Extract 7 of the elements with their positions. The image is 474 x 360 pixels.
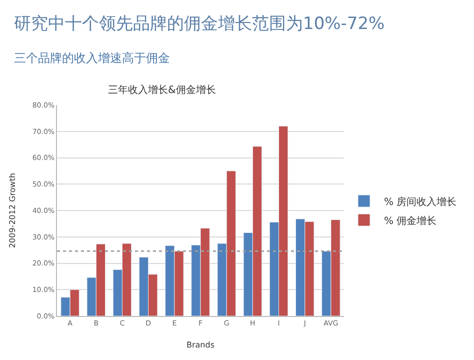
- text: 三年收入增长&佣金增长: [108, 84, 216, 96]
- legend-label: % 房间收入增长: [384, 196, 457, 208]
- chart-title: 研究中十个领先品牌的佣金增长范围为10%-72%: [14, 14, 385, 34]
- legend-label: % 佣金增长: [384, 214, 437, 227]
- x-axis-title: Brands: [186, 340, 214, 350]
- y-axis-title: 2009-2012 Growth: [8, 172, 18, 248]
- chart-subtitle: 三个品牌的收入增速高于佣金: [14, 51, 170, 65]
